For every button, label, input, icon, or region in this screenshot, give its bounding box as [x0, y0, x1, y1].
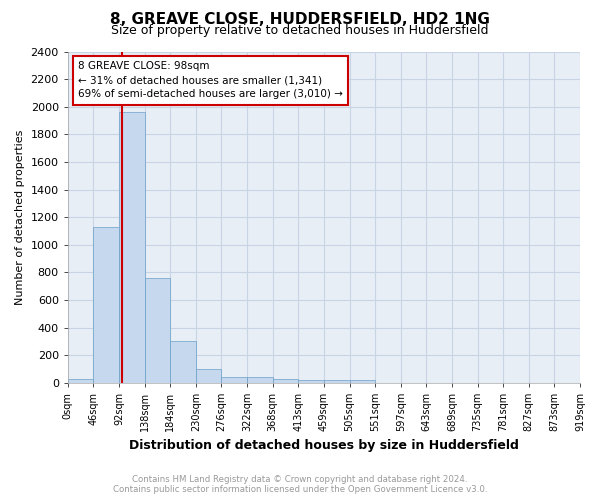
Text: Size of property relative to detached houses in Huddersfield: Size of property relative to detached ho… — [111, 24, 489, 37]
Text: 8 GREAVE CLOSE: 98sqm
← 31% of detached houses are smaller (1,341)
69% of semi-d: 8 GREAVE CLOSE: 98sqm ← 31% of detached … — [78, 62, 343, 100]
Bar — [170, 342, 196, 383]
Y-axis label: Number of detached properties: Number of detached properties — [15, 130, 25, 305]
Bar — [247, 376, 272, 383]
Text: 8, GREAVE CLOSE, HUDDERSFIELD, HD2 1NG: 8, GREAVE CLOSE, HUDDERSFIELD, HD2 1NG — [110, 12, 490, 28]
Bar — [221, 376, 247, 383]
Bar — [298, 380, 324, 383]
Bar — [68, 378, 94, 383]
Bar — [196, 369, 221, 383]
Bar — [145, 278, 170, 383]
X-axis label: Distribution of detached houses by size in Huddersfield: Distribution of detached houses by size … — [129, 440, 519, 452]
Bar — [324, 380, 350, 383]
Bar — [272, 378, 298, 383]
Bar — [94, 227, 119, 383]
Text: Contains HM Land Registry data © Crown copyright and database right 2024.
Contai: Contains HM Land Registry data © Crown c… — [113, 474, 487, 494]
Bar — [119, 112, 145, 383]
Bar — [350, 380, 375, 383]
